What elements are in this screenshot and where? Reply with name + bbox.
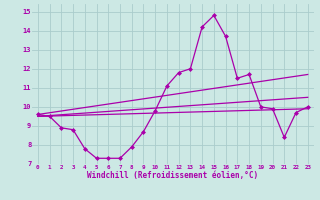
X-axis label: Windchill (Refroidissement éolien,°C): Windchill (Refroidissement éolien,°C) xyxy=(87,171,258,180)
